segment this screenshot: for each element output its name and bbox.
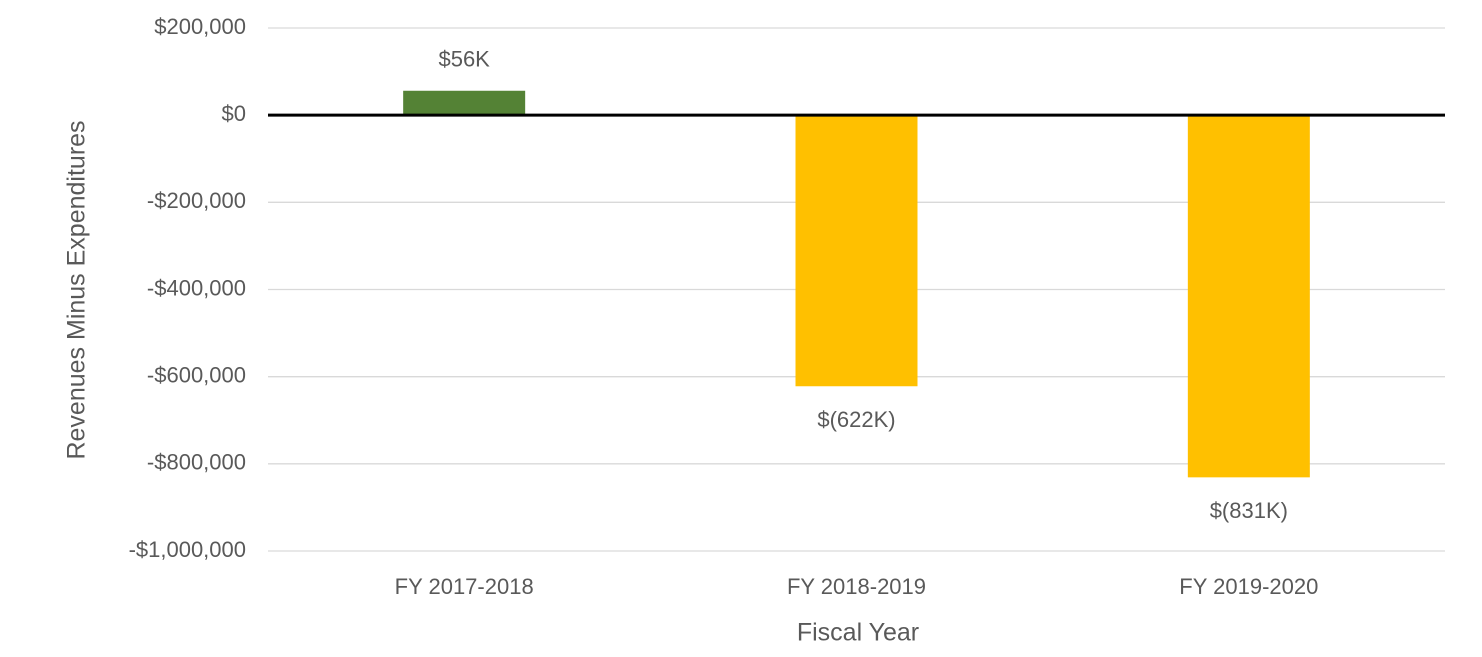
y-tick-label: -$600,000 (147, 362, 246, 387)
y-tick-label: -$800,000 (147, 450, 246, 475)
y-tick-label: -$200,000 (147, 188, 246, 213)
x-tick-label: FY 2019-2020 (1179, 574, 1318, 599)
x-axis-label: Fiscal Year (797, 619, 919, 647)
bar (1187, 115, 1310, 478)
y-tick-label: -$400,000 (147, 275, 246, 300)
y-tick-label: $0 (222, 101, 246, 126)
y-axis-label: Revenues Minus Expenditures (63, 120, 91, 459)
value-label: $(622K) (817, 407, 895, 432)
y-tick-label: -$1,000,000 (129, 537, 246, 562)
value-label: $(831K) (1210, 498, 1288, 523)
x-tick-label: FY 2017-2018 (395, 574, 534, 599)
bar (403, 90, 526, 116)
y-tick-label: $200,000 (154, 14, 246, 39)
value-label: $56K (438, 47, 490, 72)
x-tick-label: FY 2018-2019 (787, 574, 926, 599)
bar (795, 115, 918, 387)
